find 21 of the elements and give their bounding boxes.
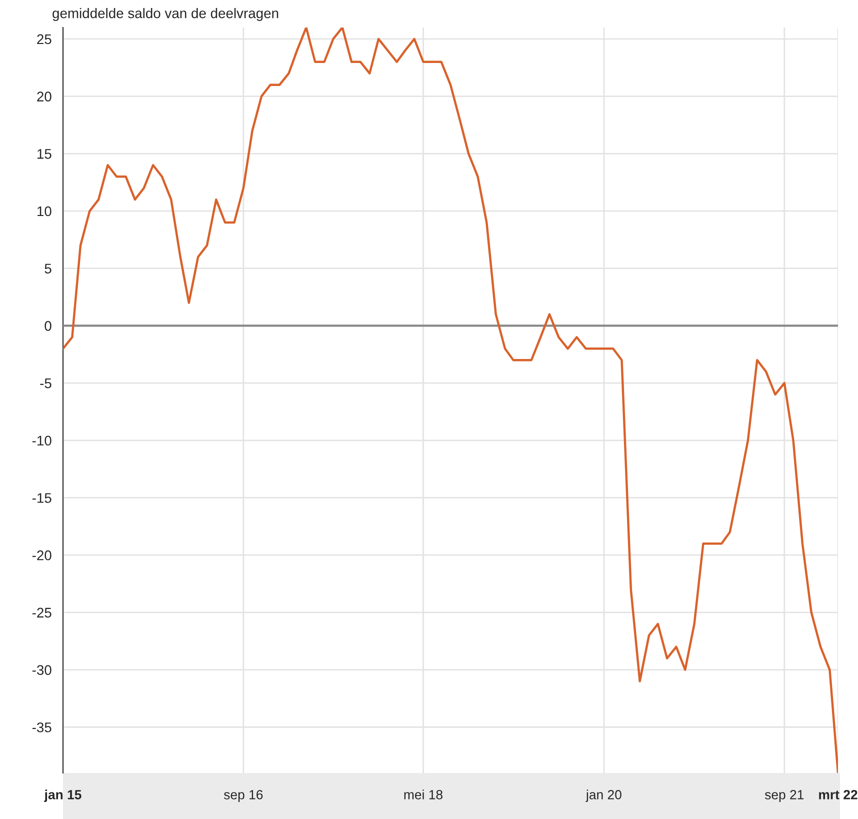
x-tick-label: sep 21 (764, 790, 804, 802)
x-tick-label: mrt 22 (819, 790, 858, 800)
y-tick-label: -25 (32, 608, 52, 618)
x-tick-label: jan 15 (44, 790, 82, 802)
y-tick-label: 15 (38, 149, 52, 159)
y-tick-label: 20 (37, 92, 52, 102)
y-tick-label: -30 (32, 665, 52, 675)
y-tick-label: -5 (40, 378, 52, 388)
y-tick-label: 5 (44, 264, 52, 274)
x-tick-label: jan 20 (586, 790, 622, 802)
y-tick-label: 25 (37, 34, 52, 44)
y-axis-title: gemiddelde saldo van de deelvragen (52, 8, 278, 21)
y-tick-label: 10 (38, 206, 52, 216)
y-tick-label: 0 (44, 321, 52, 331)
x-tick-label: sep 16 (224, 790, 263, 802)
line-series (63, 28, 838, 773)
x-tick-label: mei 18 (404, 790, 442, 800)
y-tick-label: -35 (32, 722, 52, 732)
y-tick-label: -20 (32, 550, 52, 560)
y-tick-label: -10 (32, 436, 52, 446)
y-tick-label: -15 (32, 493, 52, 503)
